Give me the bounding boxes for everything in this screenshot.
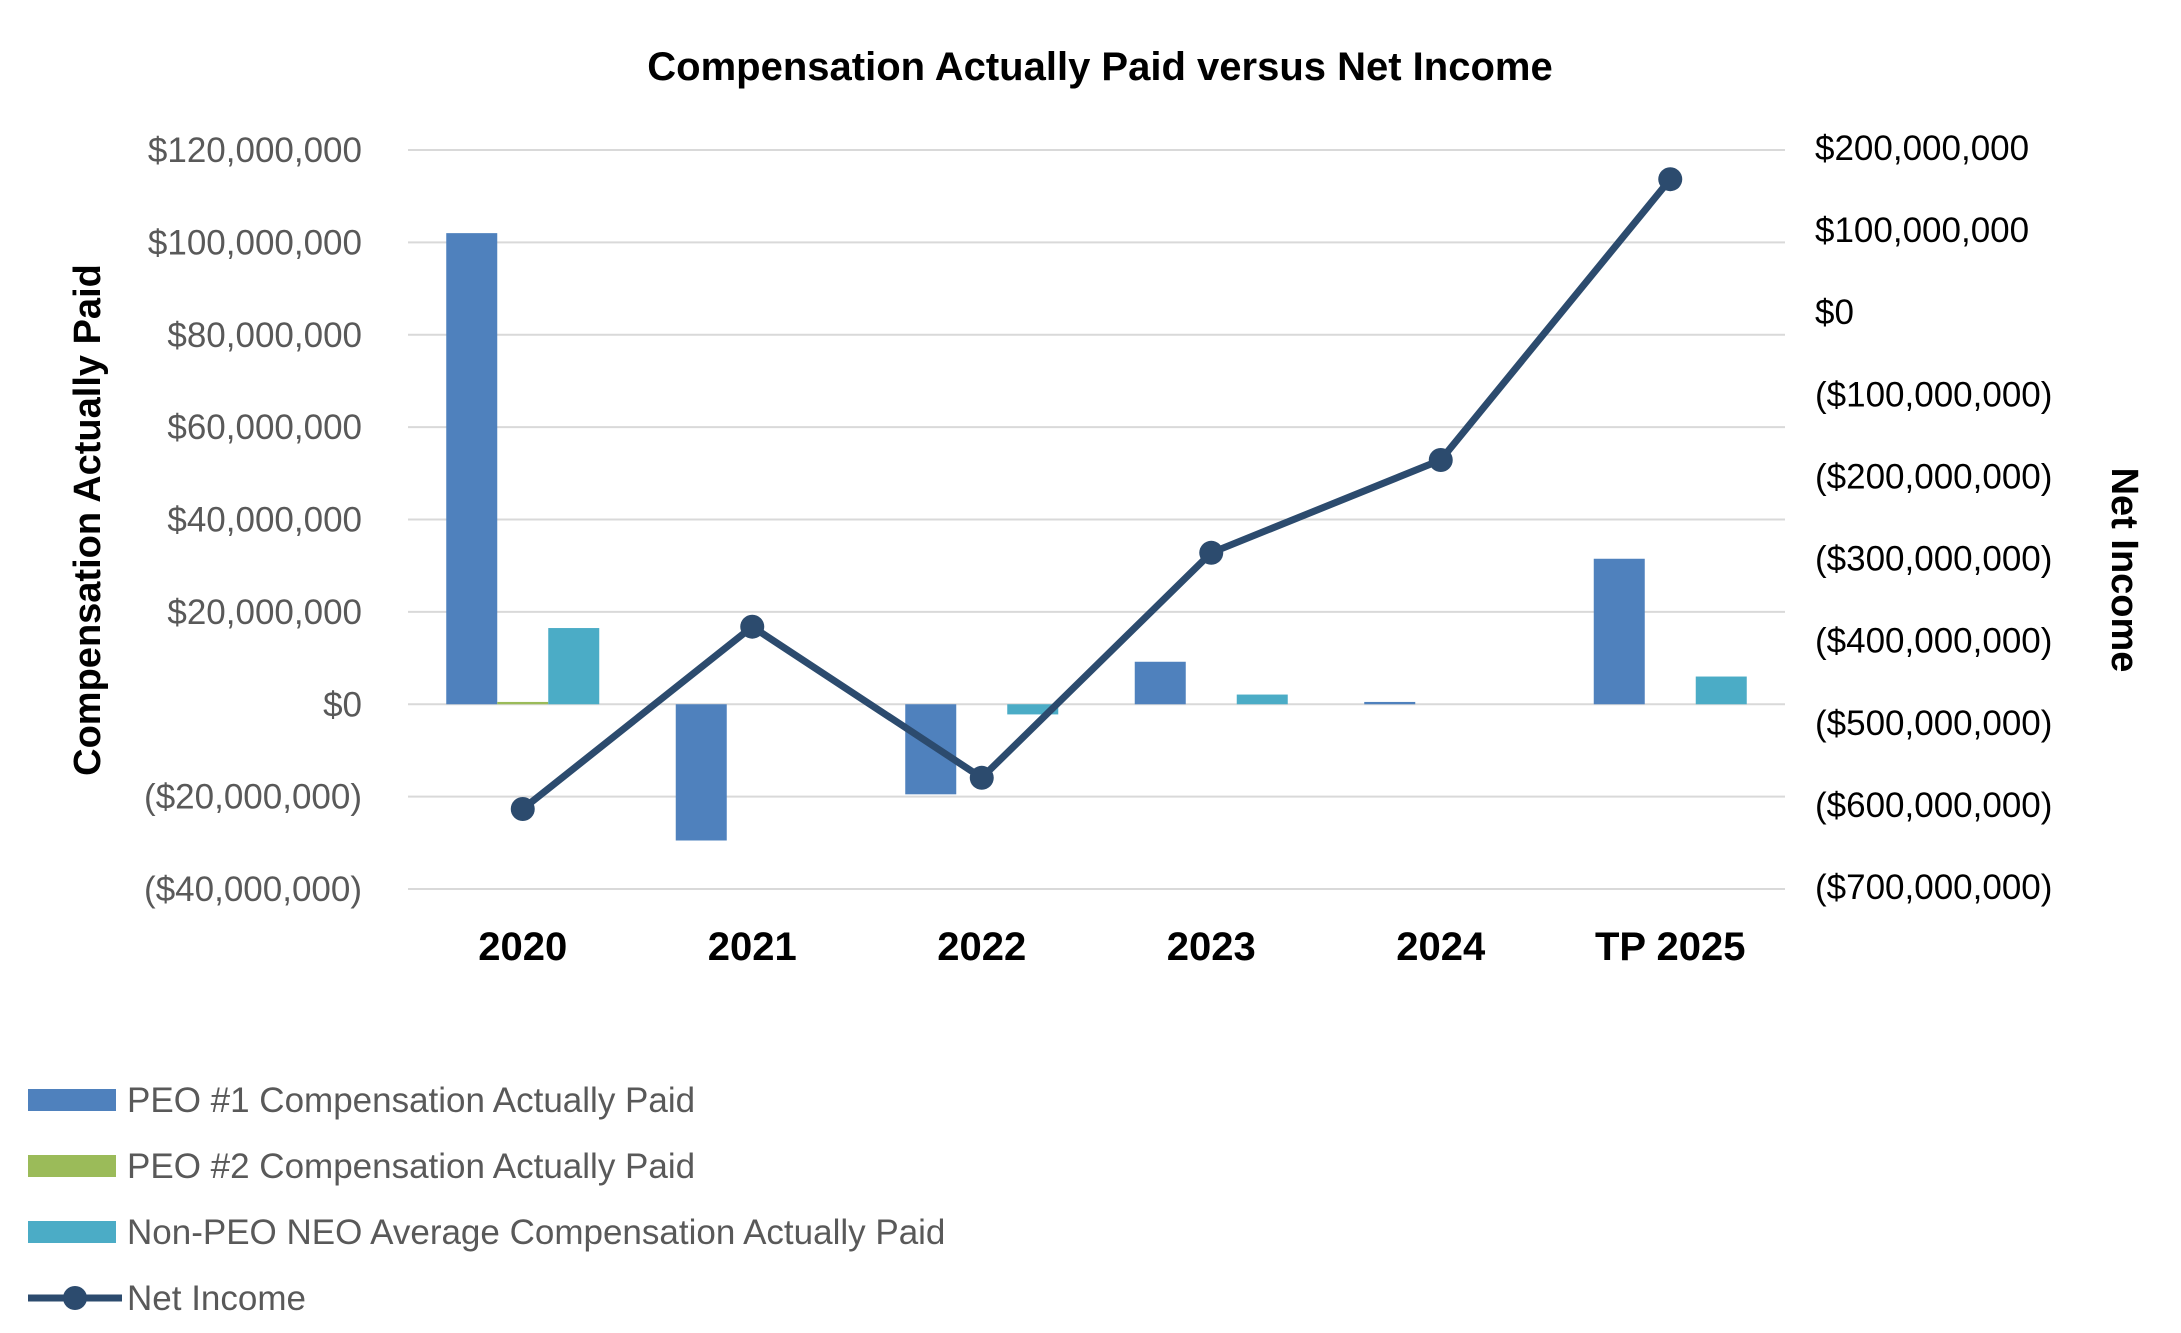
net-income-point xyxy=(740,614,765,639)
legend-swatch xyxy=(28,1089,116,1111)
left-tick-label: ($40,000,000) xyxy=(144,870,362,909)
legend-label: Non-PEO NEO Average Compensation Actuall… xyxy=(127,1213,945,1252)
bar-non-peo-neo-average-compensation-actually-paid xyxy=(548,628,600,705)
legend-swatch xyxy=(28,1155,116,1177)
right-tick-label: $200,000,000 xyxy=(1815,129,2029,168)
bar-peo-1-compensation-actually-paid xyxy=(446,233,498,705)
bar-peo-1-compensation-actually-paid xyxy=(905,704,957,795)
left-tick-label: $20,000,000 xyxy=(167,593,362,632)
left-tick-label: $60,000,000 xyxy=(167,408,362,447)
net-income-line xyxy=(510,167,1683,821)
bar-non-peo-neo-average-compensation-actually-paid xyxy=(1695,676,1747,705)
right-tick-label: ($300,000,000) xyxy=(1815,540,2052,579)
x-axis-ticks: 2020 2021 2022 2023 2024 TP 2025 xyxy=(478,925,1745,969)
bar-peo-1-compensation-actually-paid xyxy=(675,704,727,841)
net-income-point xyxy=(1199,540,1224,565)
right-tick-label: ($400,000,000) xyxy=(1815,622,2052,661)
net-income-point xyxy=(1428,448,1453,473)
bar-peo-1-compensation-actually-paid xyxy=(1364,701,1416,705)
bar-non-peo-neo-average-compensation-actually-paid xyxy=(1236,694,1288,705)
right-axis-label: Net Income xyxy=(2103,468,2145,673)
x-tick-label: TP 2025 xyxy=(1595,925,1746,969)
bar-peo-1-compensation-actually-paid xyxy=(1593,558,1645,705)
net-income-point xyxy=(1658,167,1683,192)
right-tick-label: ($100,000,000) xyxy=(1815,375,2052,414)
bar-peo-2-compensation-actually-paid xyxy=(497,701,549,705)
net-income-line-path xyxy=(520,176,1673,812)
x-tick-label: 2020 xyxy=(478,925,567,969)
left-tick-label: ($20,000,000) xyxy=(144,778,362,817)
left-tick-label: $100,000,000 xyxy=(148,223,362,262)
legend: PEO #1 Compensation Actually Paid PEO #2 … xyxy=(28,1081,945,1318)
legend-swatch xyxy=(28,1221,116,1243)
right-tick-label: $0 xyxy=(1815,293,1854,332)
right-tick-label: $100,000,000 xyxy=(1815,211,2029,250)
right-axis-ticks: $200,000,000 $100,000,000 $0 ($100,000,000)… xyxy=(1815,129,2052,907)
right-tick-label: ($200,000,000) xyxy=(1815,457,2052,496)
right-tick-label: ($500,000,000) xyxy=(1815,704,2052,743)
x-tick-label: 2021 xyxy=(708,925,797,969)
left-tick-label: $40,000,000 xyxy=(167,501,362,540)
gridlines xyxy=(408,149,1785,890)
chart-title: Compensation Actually Paid versus Net In… xyxy=(647,45,1552,89)
x-tick-label: 2023 xyxy=(1167,925,1256,969)
bar-non-peo-neo-average-compensation-actually-paid xyxy=(1007,704,1059,715)
legend-marker xyxy=(63,1286,87,1310)
bar-peo-1-compensation-actually-paid xyxy=(1134,661,1186,705)
left-tick-label: $120,000,000 xyxy=(148,131,362,170)
net-income-point xyxy=(510,796,535,821)
left-tick-label: $0 xyxy=(323,685,362,724)
left-axis-ticks: $120,000,000 $100,000,000 $80,000,000 $60,0… xyxy=(144,131,362,909)
right-tick-label: ($700,000,000) xyxy=(1815,868,2052,907)
legend-label: PEO #2 Compensation Actually Paid xyxy=(127,1147,695,1186)
legend-label: Net Income xyxy=(127,1279,306,1318)
left-tick-label: $80,000,000 xyxy=(167,316,362,355)
net-income-point xyxy=(969,765,994,790)
x-tick-label: 2022 xyxy=(937,925,1026,969)
right-tick-label: ($600,000,000) xyxy=(1815,786,2052,825)
legend-label: PEO #1 Compensation Actually Paid xyxy=(127,1081,695,1120)
left-axis-label: Compensation Actually Paid xyxy=(67,264,109,776)
x-tick-label: 2024 xyxy=(1396,925,1486,969)
bars xyxy=(446,233,1747,841)
